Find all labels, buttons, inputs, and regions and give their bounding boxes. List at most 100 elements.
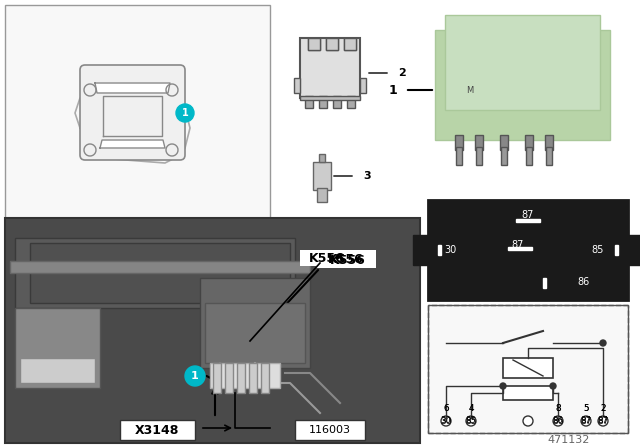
Bar: [476, 147, 482, 165]
Bar: [300, 96, 360, 100]
Bar: [210, 363, 280, 388]
Text: 85: 85: [465, 417, 477, 426]
Text: 87: 87: [580, 415, 591, 425]
Bar: [508, 247, 532, 250]
Text: K556: K556: [328, 253, 364, 266]
Bar: [305, 96, 313, 108]
Bar: [295, 420, 365, 440]
Circle shape: [176, 104, 194, 122]
Bar: [435, 30, 610, 140]
Bar: [360, 78, 366, 93]
Text: 5: 5: [584, 404, 589, 413]
Circle shape: [523, 416, 533, 426]
Bar: [313, 162, 331, 190]
Text: 5: 5: [583, 404, 589, 413]
Bar: [475, 135, 483, 150]
Bar: [526, 147, 532, 165]
Text: 87: 87: [522, 210, 534, 220]
Bar: [225, 363, 233, 393]
Text: 1: 1: [191, 371, 199, 381]
Text: 87: 87: [580, 417, 592, 426]
Bar: [344, 38, 356, 50]
Bar: [333, 96, 341, 108]
Text: 6: 6: [443, 404, 449, 413]
Bar: [205, 303, 305, 363]
Text: 30: 30: [440, 417, 452, 426]
Bar: [10, 261, 310, 273]
Text: 85: 85: [466, 415, 476, 425]
Bar: [319, 96, 327, 108]
FancyBboxPatch shape: [80, 65, 185, 160]
Text: 8: 8: [555, 404, 561, 413]
Text: 2: 2: [600, 404, 606, 413]
Circle shape: [598, 416, 608, 426]
Bar: [237, 363, 245, 393]
Bar: [120, 420, 195, 440]
Bar: [445, 15, 600, 110]
Text: 3: 3: [363, 171, 371, 181]
Text: 4: 4: [468, 404, 474, 413]
Bar: [316, 250, 376, 268]
Bar: [503, 386, 553, 400]
Text: 30: 30: [441, 415, 451, 425]
Bar: [501, 147, 507, 165]
Bar: [213, 363, 221, 393]
Text: 87: 87: [598, 415, 609, 425]
Text: 6: 6: [444, 404, 449, 413]
Text: 2: 2: [398, 68, 406, 78]
Bar: [5, 218, 420, 443]
Circle shape: [600, 340, 606, 346]
Bar: [317, 188, 327, 202]
Bar: [294, 78, 300, 93]
Bar: [344, 38, 356, 50]
Text: 87: 87: [597, 417, 609, 426]
Bar: [15, 308, 100, 388]
Bar: [20, 358, 95, 383]
Bar: [261, 363, 269, 393]
Text: 471132: 471132: [548, 435, 590, 445]
Bar: [319, 154, 325, 162]
Text: K556: K556: [309, 251, 345, 264]
Bar: [456, 147, 462, 165]
Text: 87: 87: [512, 240, 524, 250]
Text: 86: 86: [552, 417, 564, 426]
Bar: [308, 38, 320, 50]
Bar: [516, 219, 540, 222]
Circle shape: [553, 416, 563, 426]
Bar: [347, 96, 355, 108]
Bar: [500, 135, 508, 150]
Bar: [455, 135, 463, 150]
Bar: [545, 135, 553, 150]
Bar: [428, 200, 628, 300]
Bar: [543, 278, 546, 288]
Text: K556: K556: [330, 254, 365, 267]
Circle shape: [441, 416, 451, 426]
Circle shape: [581, 416, 591, 426]
Bar: [503, 358, 553, 378]
Text: 1: 1: [182, 108, 188, 118]
Bar: [300, 38, 360, 98]
Polygon shape: [100, 140, 165, 148]
Text: 8: 8: [556, 404, 561, 413]
Text: 85: 85: [592, 245, 604, 255]
Text: X3148: X3148: [135, 423, 179, 436]
Bar: [438, 245, 441, 255]
Text: 4: 4: [468, 404, 474, 413]
Bar: [15, 238, 295, 308]
Text: 1: 1: [388, 83, 397, 96]
Circle shape: [500, 383, 506, 389]
Bar: [546, 147, 552, 165]
Bar: [428, 305, 628, 433]
Bar: [615, 245, 618, 255]
Bar: [249, 363, 257, 393]
Text: M: M: [467, 86, 474, 95]
Text: 86: 86: [552, 415, 563, 425]
Bar: [300, 250, 355, 266]
Bar: [308, 38, 320, 50]
Text: 2: 2: [600, 404, 605, 413]
Circle shape: [550, 383, 556, 389]
Text: 86: 86: [577, 277, 589, 287]
Bar: [5, 5, 270, 220]
Bar: [30, 243, 290, 303]
Text: 30: 30: [444, 245, 456, 255]
